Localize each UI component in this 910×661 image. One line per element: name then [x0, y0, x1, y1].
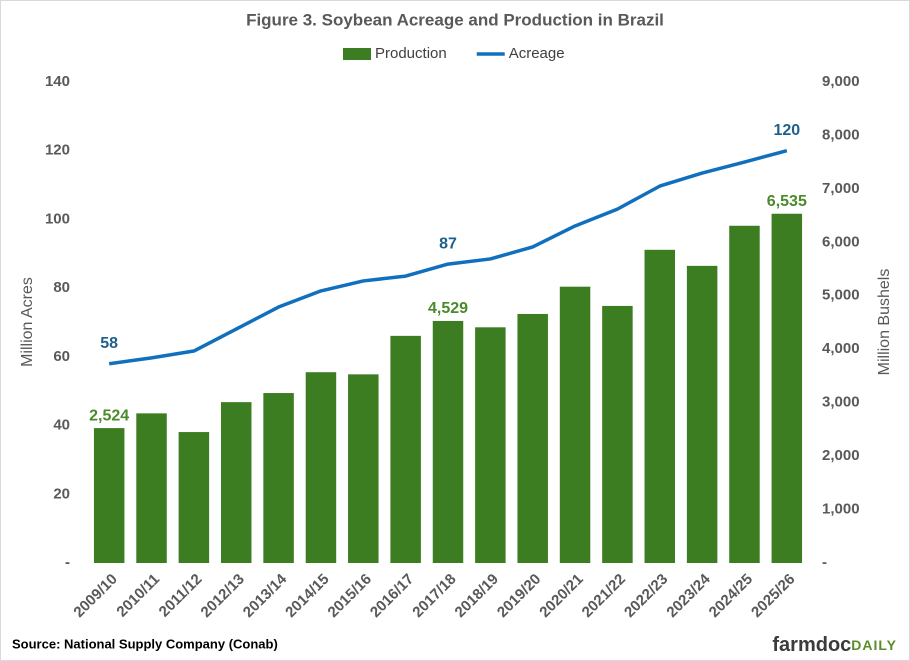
chart-title: Figure 3. Soybean Acreage and Production… [246, 10, 664, 29]
bar [178, 432, 210, 563]
data-label: 58 [100, 335, 118, 352]
bar [136, 413, 167, 563]
logo-accent: DAILY [851, 637, 897, 653]
y2-tick-label: 2,000 [822, 447, 860, 464]
bar [729, 225, 760, 563]
y2-tick-label: 9,000 [822, 73, 860, 90]
y2-tick-label: 8,000 [822, 126, 860, 143]
bar [93, 428, 125, 563]
y2-tick-label: - [822, 554, 827, 571]
y-tick-label: 60 [53, 348, 70, 365]
data-label: 6,535 [767, 193, 807, 210]
legend-label: Acreage [509, 45, 565, 62]
bar [771, 213, 803, 564]
bar [686, 265, 718, 563]
data-label: 4,529 [428, 300, 468, 317]
y-tick-label: - [65, 554, 70, 571]
line [108, 149, 788, 366]
bar [559, 286, 591, 563]
bar [305, 372, 337, 563]
legend-swatch [343, 48, 371, 60]
source-note: Source: National Supply Company (Conab) [12, 636, 278, 651]
bar [263, 393, 294, 563]
y2-tick-label: 3,000 [822, 394, 860, 411]
logo: farmdocDAILY [772, 634, 897, 656]
y-tick-label: 80 [53, 279, 70, 296]
y2-axis-label: Million Bushels [876, 269, 893, 376]
bar [517, 313, 548, 563]
bar [220, 402, 252, 563]
y-axis-label: Million Acres [19, 277, 36, 367]
bar [348, 374, 379, 563]
y2-tick-label: 4,000 [822, 340, 860, 357]
y2-tick-label: 1,000 [822, 501, 860, 518]
y2-tick-label: 6,000 [822, 233, 860, 250]
data-label: 120 [773, 122, 800, 139]
legend-label: Production [375, 45, 447, 62]
data-label: 2,524 [89, 407, 129, 424]
bar [644, 249, 676, 563]
y-tick-label: 100 [45, 210, 70, 227]
y-tick-label: 40 [53, 417, 70, 434]
bar [602, 305, 633, 563]
bar [390, 335, 421, 563]
y2-tick-label: 5,000 [822, 287, 860, 304]
data-label: 87 [439, 235, 457, 252]
y-tick-label: 20 [53, 485, 70, 502]
bar [432, 320, 464, 563]
y-tick-label: 140 [45, 73, 70, 90]
bar [475, 327, 506, 563]
logo-main: farmdoc [772, 634, 851, 656]
y2-tick-label: 7,000 [822, 180, 860, 197]
y-tick-label: 120 [45, 142, 70, 159]
